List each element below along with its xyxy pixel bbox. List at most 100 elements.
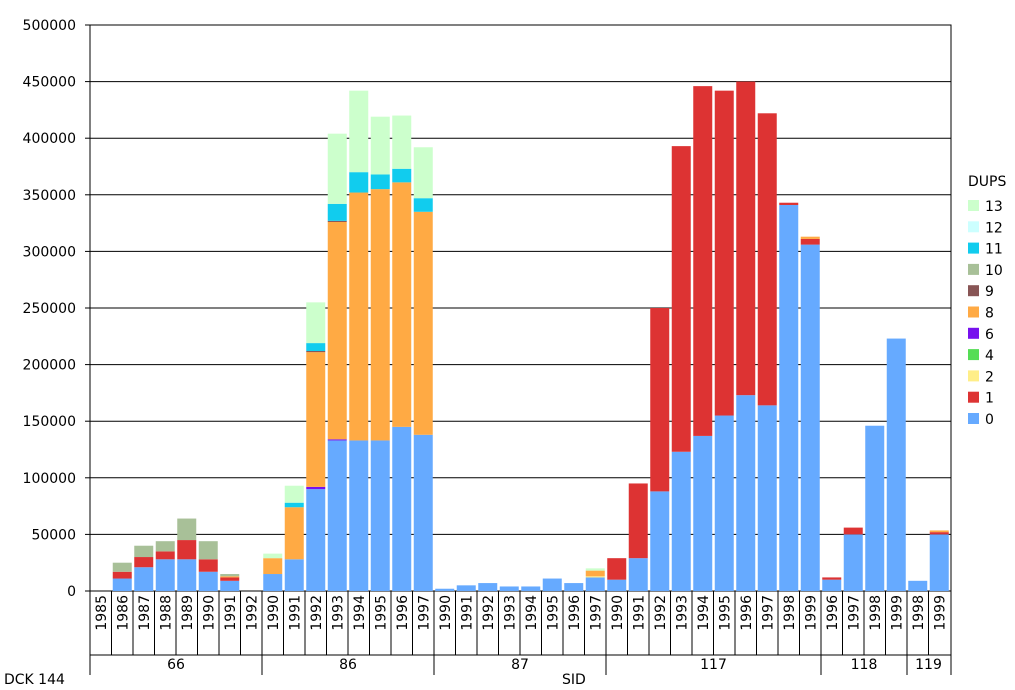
group-label-sid-119: 119 bbox=[915, 657, 942, 673]
x-tick-label-year: 1995 bbox=[545, 595, 561, 631]
bar-segment-86-1991-dups-13 bbox=[284, 485, 304, 503]
y-tick-label: 250000 bbox=[23, 301, 76, 317]
bar-segment-66-1990-dups-0 bbox=[198, 571, 218, 591]
x-tick-label-year: 1990 bbox=[201, 595, 217, 631]
bar-segment-86-1990-dups-8 bbox=[263, 558, 283, 575]
y-tick-label: 100000 bbox=[23, 471, 76, 487]
legend-label-9: 9 bbox=[985, 284, 994, 300]
x-tick-label-year: 1996 bbox=[739, 595, 755, 631]
y-axis-ticks: 0 50000 100000 150000 200000 250000 300000 3500… bbox=[23, 18, 90, 600]
x-tick-label-year: 1996 bbox=[825, 595, 841, 631]
bar-segment-66-1986-dups-0 bbox=[112, 578, 132, 591]
bar-segment-117-1993-dups-1 bbox=[671, 146, 691, 452]
bar-segment-86-1992-dups-8 bbox=[306, 352, 326, 487]
x-tick-label-year: 1995 bbox=[373, 595, 389, 631]
bar-segment-86-1990-dups-0 bbox=[263, 574, 283, 591]
bar-segment-87-1995-dups-0 bbox=[542, 578, 562, 591]
bar-segment-118-1998-dups-0 bbox=[865, 425, 885, 591]
bar-segment-86-1992-dups-11 bbox=[306, 343, 326, 352]
legend-swatch-11 bbox=[968, 242, 979, 254]
bar-segment-86-1995-dups-13 bbox=[370, 116, 390, 175]
x-tick-label-year: 1992 bbox=[244, 595, 260, 631]
bar-segment-86-1993-dups-9 bbox=[327, 220, 347, 222]
y-tick-label: 450000 bbox=[23, 75, 76, 91]
bar-segment-117-1999-dups-1 bbox=[800, 238, 820, 245]
bar-segment-118-1996-dups-0 bbox=[822, 579, 842, 591]
bar-segment-117-1993-dups-0 bbox=[671, 451, 691, 591]
bar-segment-66-1988-dups-10 bbox=[155, 541, 175, 552]
bar-segment-87-1991-dups-0 bbox=[456, 585, 476, 591]
bar-segment-117-1996-dups-1 bbox=[736, 81, 756, 396]
bars bbox=[112, 81, 949, 591]
bar-segment-118-1997-dups-0 bbox=[843, 534, 863, 591]
legend-swatch-1 bbox=[968, 391, 979, 403]
x-tick-label-year: 1996 bbox=[395, 595, 411, 631]
bar-segment-117-1999-dups-8 bbox=[800, 236, 820, 239]
legend-label-2: 2 bbox=[985, 369, 994, 385]
bar-segment-86-1996-dups-8 bbox=[392, 182, 412, 427]
x-tick-label-year: 1991 bbox=[459, 595, 475, 631]
bar-segment-66-1989-dups-1 bbox=[177, 540, 197, 560]
x-tick-label-year: 1991 bbox=[631, 595, 647, 631]
bar-segment-117-1997-dups-0 bbox=[757, 405, 777, 591]
x-tick-label-year: 1993 bbox=[674, 595, 690, 631]
legend-swatch-6 bbox=[968, 327, 979, 339]
bar-segment-86-1990-dups-13 bbox=[263, 553, 283, 559]
bar-segment-117-1998-dups-0 bbox=[779, 204, 799, 591]
x-tick-label-year: 1990 bbox=[610, 595, 626, 631]
legend-swatch-9 bbox=[968, 285, 979, 297]
bar-segment-86-1996-dups-0 bbox=[392, 426, 412, 591]
legend-swatch-13 bbox=[968, 200, 979, 211]
x-tick-label-year: 1994 bbox=[524, 595, 540, 631]
bar-segment-117-1998-dups-1 bbox=[779, 202, 799, 205]
bar-segment-86-1991-dups-8 bbox=[284, 507, 304, 560]
bar-segment-117-1999-dups-0 bbox=[800, 244, 820, 591]
group-label-sid-87: 87 bbox=[511, 657, 529, 673]
bar-segment-87-1992-dups-0 bbox=[478, 583, 498, 591]
group-label-sid-117: 117 bbox=[700, 657, 727, 673]
legend-label-1: 1 bbox=[985, 391, 994, 407]
bar-segment-86-1992-dups-9 bbox=[306, 351, 326, 353]
x-tick-label-year: 1997 bbox=[760, 595, 776, 631]
x-tick-label-year: 1992 bbox=[653, 595, 669, 631]
y-tick-label: 0 bbox=[67, 584, 76, 600]
bar-segment-117-1992-dups-1 bbox=[650, 308, 670, 492]
bar-segment-66-1987-dups-1 bbox=[134, 557, 154, 568]
bar-segment-117-1995-dups-0 bbox=[714, 415, 734, 591]
x-tick-label-year: 1993 bbox=[502, 595, 518, 631]
legend-swatch-8 bbox=[968, 306, 979, 318]
bar-segment-86-1996-dups-13 bbox=[392, 115, 412, 169]
bar-segment-118-1997-dups-1 bbox=[843, 527, 863, 535]
bar-segment-117-1994-dups-1 bbox=[693, 86, 713, 436]
x-axis-label-left: DCK 144 bbox=[4, 672, 65, 688]
x-tick-label-year: 1993 bbox=[330, 595, 346, 631]
bar-segment-117-1995-dups-1 bbox=[714, 90, 734, 416]
bar-segment-66-1991-dups-10 bbox=[220, 574, 240, 577]
bar-segment-66-1990-dups-10 bbox=[198, 541, 218, 560]
x-tick-label-year: 1994 bbox=[696, 595, 712, 631]
x-tick-label-year: 1989 bbox=[180, 595, 196, 631]
bar-segment-86-1997-dups-11 bbox=[413, 198, 433, 212]
bar-segment-87-1997-dups-8 bbox=[585, 570, 605, 577]
x-tick-label-year: 1999 bbox=[932, 595, 948, 631]
legend-swatch-10 bbox=[968, 263, 979, 275]
legend-label-8: 8 bbox=[985, 306, 994, 322]
bar-segment-118-1999-dups-0 bbox=[886, 338, 906, 591]
y-tick-label: 50000 bbox=[31, 527, 76, 543]
x-tick-label-year: 1992 bbox=[309, 595, 325, 631]
legend-swatch-12 bbox=[968, 221, 979, 233]
bar-segment-86-1992-dups-13 bbox=[306, 302, 326, 344]
legend-label-11: 11 bbox=[985, 242, 1003, 258]
legend-label-0: 0 bbox=[985, 412, 994, 428]
bar-segment-86-1993-dups-0 bbox=[327, 440, 347, 591]
x-tick-label-year: 1987 bbox=[137, 595, 153, 631]
bar-segment-86-1995-dups-0 bbox=[370, 440, 390, 591]
bar-segment-86-1996-dups-11 bbox=[392, 168, 412, 183]
bar-segment-66-1989-dups-0 bbox=[177, 559, 197, 591]
bar-segment-66-1989-dups-10 bbox=[177, 518, 197, 541]
legend-swatch-0 bbox=[968, 413, 979, 424]
bar-segment-86-1995-dups-11 bbox=[370, 174, 390, 190]
x-tick-label-year: 1995 bbox=[717, 595, 733, 631]
bar-segment-66-1991-dups-8 bbox=[220, 576, 240, 578]
